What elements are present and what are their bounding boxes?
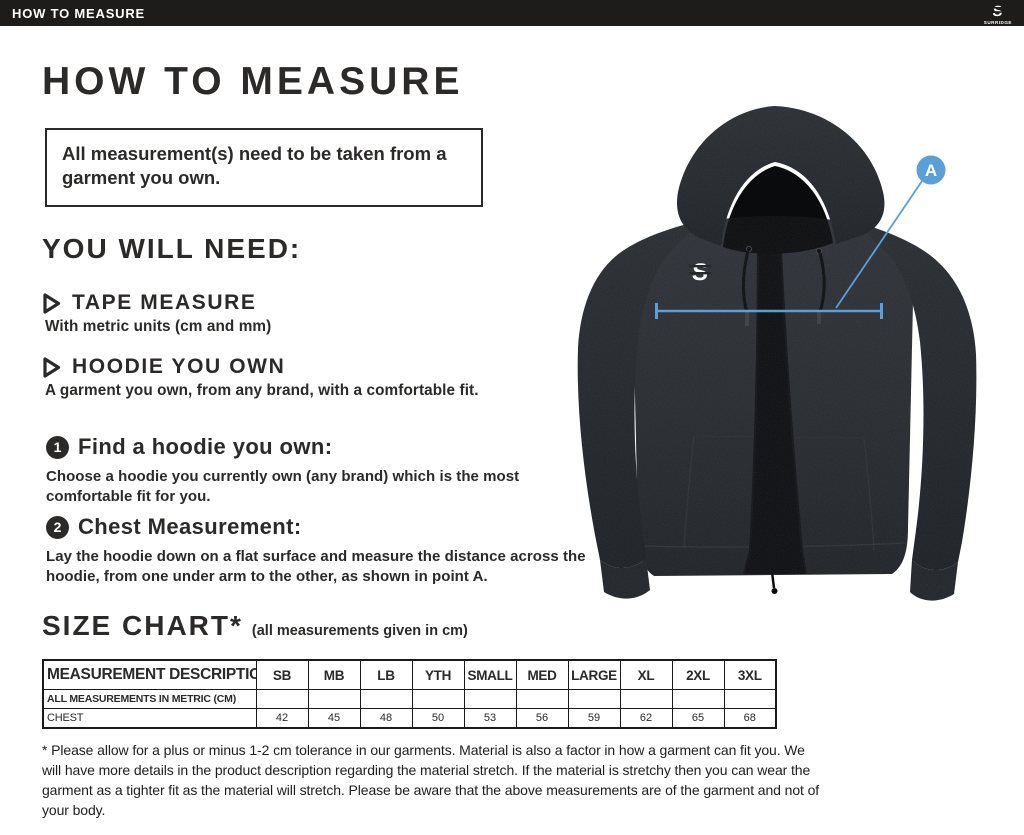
table-row-chest: CHEST 42 45 48 50 53 56 59 62 65 68 (42, 708, 777, 729)
brand-name: SURRIDGE (983, 19, 1012, 25)
size-chart-title: SIZE CHART* (42, 610, 243, 641)
table-cell (671, 689, 725, 709)
table-cell: 59 (567, 708, 621, 729)
step-1: 1 Find a hoodie you own: Choose a hoodie… (46, 434, 594, 507)
table-cell (723, 689, 777, 709)
hoodie-measurement-diagram: S A (570, 100, 1024, 620)
table-cell: 68 (723, 708, 777, 729)
column-header: 2XL (671, 659, 725, 690)
column-header: LARGE (567, 659, 621, 690)
tolerance-footnote: * Please allow for a plus or minus 1-2 c… (42, 742, 820, 819)
column-header: SMALL (463, 659, 517, 690)
triangle-bullet-icon (42, 292, 62, 315)
surridge-monogram-icon: S (990, 4, 1007, 20)
page-title: HOW TO MEASURE (42, 60, 464, 103)
table-row-metric: ALL MEASUREMENTS IN METRIC (CM) (42, 689, 777, 709)
need-item-title: TAPE MEASURE (72, 291, 257, 314)
table-cell: 42 (255, 708, 309, 729)
table-cell (515, 689, 569, 709)
table-header-row: MEASUREMENT DESCRIPTION SB MB LB YTH SMA… (42, 659, 777, 690)
triangle-bullet-icon (42, 356, 62, 379)
table-cell (567, 689, 621, 709)
column-header: XL (619, 659, 673, 690)
need-item-hoodie: HOODIE YOU OWN A garment you own, from a… (42, 355, 479, 400)
need-item-title: HOODIE YOU OWN (72, 355, 286, 378)
table-cell: 56 (515, 708, 569, 729)
table-cell: 62 (619, 708, 673, 729)
table-cell: 45 (307, 708, 361, 729)
table-cell: 53 (463, 708, 517, 729)
top-bar-title: HOW TO MEASURE (12, 5, 146, 21)
column-header: 3XL (723, 659, 777, 690)
chest-measurement-line (655, 180, 923, 319)
step-2: 2 Chest Measurement: Lay the hoodie down… (46, 514, 594, 587)
size-chart-table: MEASUREMENT DESCRIPTION SB MB LB YTH SMA… (42, 659, 777, 729)
point-a-marker: A (916, 155, 946, 185)
top-bar: HOW TO MEASURE S SURRIDGE (0, 0, 1024, 26)
size-chart-subtitle: (all measurements given in cm) (251, 623, 468, 639)
hoodie-photo: S A (577, 106, 977, 601)
marker-label: A (925, 161, 937, 180)
surridge-chest-logo: S (688, 259, 712, 286)
step-description: Lay the hoodie down on a flat surface an… (46, 548, 586, 585)
step-number-badge: 1 (46, 435, 69, 459)
you-will-need-heading: YOU WILL NEED: (42, 233, 302, 264)
marker-pointer-line (835, 180, 923, 309)
notice-box: All measurement(s) need to be taken from… (45, 128, 483, 207)
column-header: SB (255, 659, 309, 690)
table-cell (619, 689, 673, 709)
row-label: ALL MEASUREMENTS IN METRIC (CM) (42, 689, 257, 709)
surridge-logo: S SURRIDGE (984, 1, 1012, 26)
step-description: Choose a hoodie you currently own (any b… (46, 468, 520, 505)
column-header: LB (359, 659, 413, 690)
table-cell: 50 (411, 708, 465, 729)
table-cell (307, 689, 361, 709)
step-number-badge: 2 (46, 515, 69, 539)
step-title: Chest Measurement: (78, 514, 302, 539)
table-cell (411, 689, 465, 709)
need-item-description: With metric units (cm and mm) (45, 318, 272, 335)
column-header: MB (307, 659, 361, 690)
table-cell: 48 (359, 708, 413, 729)
size-chart-heading: SIZE CHART* (all measurements given in c… (42, 610, 468, 642)
table-cell (463, 689, 517, 709)
column-header: YTH (411, 659, 465, 690)
column-header: MED (515, 659, 569, 690)
need-item-description: A garment you own, from any brand, with … (45, 382, 479, 399)
row-label: CHEST (42, 708, 257, 729)
column-header: MEASUREMENT DESCRIPTION (42, 659, 257, 690)
table-cell (359, 689, 413, 709)
need-item-tape-measure: TAPE MEASURE With metric units (cm and m… (42, 291, 271, 336)
step-title: Find a hoodie you own: (78, 434, 333, 459)
table-cell (255, 689, 309, 709)
table-cell: 65 (671, 708, 725, 729)
